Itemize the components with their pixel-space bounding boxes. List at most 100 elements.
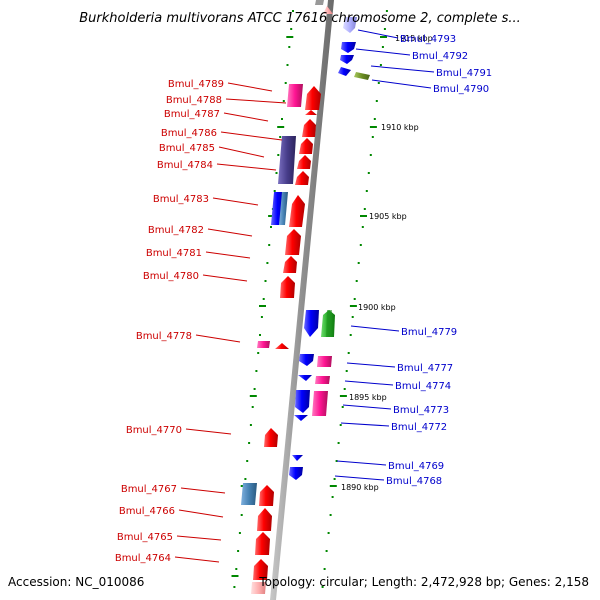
scale-tick: [379, 64, 382, 66]
gene-feature: [283, 256, 297, 273]
gene-label[interactable]: Bmul_4787: [164, 109, 220, 120]
scale-tick: [369, 154, 372, 156]
connector-line: [176, 535, 222, 541]
scale-tick: [357, 262, 360, 264]
gene-label[interactable]: Bmul_4777: [397, 363, 453, 374]
connector-line: [334, 475, 385, 481]
gene-label[interactable]: Bmul_4765: [117, 532, 173, 543]
gene-label[interactable]: Bmul_4778: [136, 331, 192, 342]
gene-label[interactable]: Bmul_4774: [395, 381, 451, 392]
gene-label[interactable]: Bmul_4791: [436, 68, 492, 79]
scale-tick: [361, 226, 364, 228]
gene-feature: [295, 390, 310, 413]
gene-label[interactable]: Bmul_4766: [119, 506, 175, 517]
gene-label[interactable]: Bmul_4780: [143, 271, 199, 282]
scale-tick: [349, 334, 352, 336]
scale-tick: [240, 514, 243, 516]
gene-feature: [315, 376, 330, 384]
scale-tick: [371, 136, 374, 138]
gene-label[interactable]: Bmul_4786: [161, 128, 217, 139]
scale-tick-major: [249, 395, 257, 397]
gene-feature: [253, 559, 268, 580]
gene-label[interactable]: Bmul_4767: [121, 484, 177, 495]
scale-label: 1905 kbp: [369, 212, 407, 221]
right-gene-labels: Bmul_4793 Bmul_4792 Bmul_4791 Bmul_4790 …: [386, 34, 492, 487]
gene-label[interactable]: Bmul_4764: [115, 553, 171, 564]
connector-line: [220, 131, 283, 141]
map-title: Burkholderia multivorans ATCC 17616 chro…: [79, 11, 521, 26]
connector-line: [180, 487, 226, 494]
scale-tick: [279, 136, 282, 138]
connector-line: [340, 422, 390, 427]
connector-line: [218, 146, 265, 158]
scale-tick: [235, 568, 238, 570]
gene-label[interactable]: Bmul_4783: [153, 194, 209, 205]
scale-tick: [339, 424, 342, 426]
connector-line: [212, 197, 259, 206]
gene-label[interactable]: Bmul_4781: [146, 248, 202, 259]
scale-tick: [268, 244, 271, 246]
gene-label[interactable]: Bmul_4770: [126, 425, 182, 436]
scale-tick: [281, 118, 283, 120]
scale-label: 1910 kbp: [381, 123, 419, 132]
scale-tick-major: [277, 126, 285, 128]
scale-tick: [257, 352, 260, 354]
gene-label[interactable]: Bmul_4772: [391, 422, 447, 433]
left-gene-labels: Bmul_4789 Bmul_4788 Bmul_4787 Bmul_4786 …: [115, 79, 224, 564]
scale-tick-major: [369, 126, 377, 128]
gene-feature: [302, 119, 316, 137]
gene-label[interactable]: Bmul_4792: [412, 51, 468, 62]
gene-feature: [323, 6, 333, 14]
scale-tick: [288, 46, 291, 48]
gene-label[interactable]: Bmul_4793: [400, 34, 456, 45]
scale-tick: [292, 10, 294, 12]
scale-tick-major: [329, 485, 337, 487]
connector-line: [355, 48, 411, 56]
gene-label[interactable]: Bmul_4768: [386, 476, 442, 487]
scale-tick: [351, 316, 354, 318]
scale-tick: [333, 478, 336, 480]
scale-tick: [327, 532, 330, 534]
gene-feature: [241, 483, 257, 505]
gene-feature: [312, 391, 328, 416]
scale-tick-major: [259, 305, 266, 307]
scale-tick: [255, 370, 258, 372]
gene-label[interactable]: Bmul_4769: [388, 461, 444, 472]
scale-tick: [249, 424, 252, 426]
connector-line: [342, 404, 392, 410]
scale-tick: [321, 586, 324, 588]
gene-feature: [305, 86, 321, 110]
scale-tick-major: [360, 215, 367, 217]
gene-label[interactable]: Bmul_4782: [148, 225, 204, 236]
scale-tick: [347, 352, 350, 354]
gene-label[interactable]: Bmul_4789: [168, 79, 224, 90]
gene-feature: [338, 67, 351, 76]
scale-tick: [323, 568, 326, 570]
scale-tick: [385, 10, 388, 12]
gene-label[interactable]: Bmul_4779: [401, 327, 457, 338]
gene-feature: [354, 72, 370, 80]
scale-tick: [275, 172, 278, 174]
gene-label[interactable]: Bmul_4773: [393, 405, 449, 416]
gene-label[interactable]: Bmul_4788: [166, 95, 222, 106]
gene-label[interactable]: Bmul_4785: [159, 143, 215, 154]
gene-feature: [317, 356, 332, 367]
scale-tick: [325, 550, 328, 552]
gene-feature: [255, 532, 270, 555]
scale-tick: [246, 460, 249, 462]
scale-tick: [282, 100, 285, 102]
scale-tick: [237, 550, 240, 552]
scale-label: 1890 kbp: [341, 483, 379, 492]
gene-feature: [298, 375, 312, 381]
scale-tick: [286, 64, 289, 66]
connector-line: [174, 556, 220, 563]
gene-label[interactable]: Bmul_4784: [157, 160, 213, 171]
gene-feature: [343, 17, 357, 33]
gene-label[interactable]: Bmul_4790: [433, 84, 489, 95]
scale-tick-major: [339, 395, 347, 397]
scale-tick: [373, 118, 376, 120]
scale-tick: [244, 478, 247, 480]
scale-tick: [260, 316, 263, 318]
gene-feature: [285, 229, 301, 255]
